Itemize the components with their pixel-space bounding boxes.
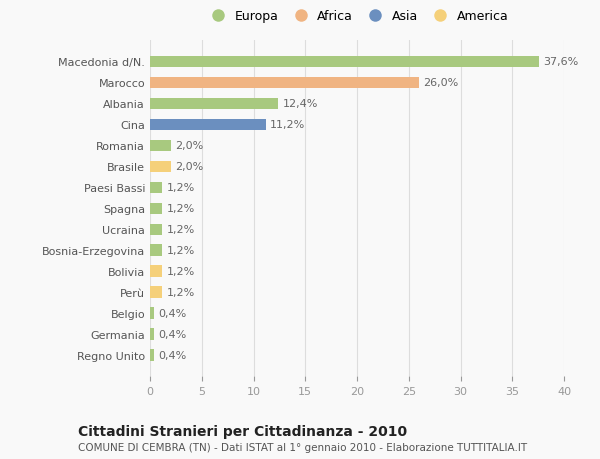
Text: 2,0%: 2,0% [175, 141, 203, 151]
Text: 0,4%: 0,4% [158, 350, 187, 360]
Text: 0,4%: 0,4% [158, 308, 187, 319]
Bar [150, 56, 539, 68]
Text: 0,4%: 0,4% [158, 330, 187, 340]
Text: 26,0%: 26,0% [423, 78, 458, 88]
Text: 1,2%: 1,2% [167, 246, 195, 256]
Bar [150, 203, 163, 215]
Text: 37,6%: 37,6% [544, 57, 578, 67]
Bar [150, 78, 419, 89]
Text: 1,2%: 1,2% [167, 204, 195, 214]
Bar [150, 98, 278, 110]
Legend: Europa, Africa, Asia, America: Europa, Africa, Asia, America [200, 6, 514, 28]
Text: 1,2%: 1,2% [167, 183, 195, 193]
Text: COMUNE DI CEMBRA (TN) - Dati ISTAT al 1° gennaio 2010 - Elaborazione TUTTITALIA.: COMUNE DI CEMBRA (TN) - Dati ISTAT al 1°… [78, 442, 527, 452]
Text: 12,4%: 12,4% [283, 99, 318, 109]
Bar [150, 140, 170, 152]
Text: Cittadini Stranieri per Cittadinanza - 2010: Cittadini Stranieri per Cittadinanza - 2… [78, 425, 407, 438]
Bar [150, 266, 163, 277]
Bar [150, 224, 163, 235]
Bar [150, 182, 163, 194]
Text: 1,2%: 1,2% [167, 288, 195, 297]
Bar [150, 245, 163, 257]
Bar [150, 119, 266, 131]
Bar [150, 161, 170, 173]
Bar [150, 329, 154, 340]
Bar [150, 350, 154, 361]
Bar [150, 308, 154, 319]
Text: 2,0%: 2,0% [175, 162, 203, 172]
Bar [150, 287, 163, 298]
Text: 1,2%: 1,2% [167, 225, 195, 235]
Text: 1,2%: 1,2% [167, 267, 195, 277]
Text: 11,2%: 11,2% [270, 120, 305, 130]
